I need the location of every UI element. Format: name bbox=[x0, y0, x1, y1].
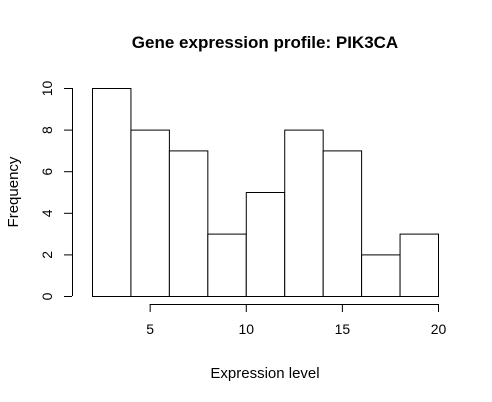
histogram-bar-7 bbox=[361, 254, 401, 297]
bars-group bbox=[92, 88, 439, 298]
y-axis-label: Frequency bbox=[5, 156, 22, 227]
histogram-bar-1 bbox=[130, 129, 170, 297]
x-axis: 5 10 15 20 bbox=[146, 304, 446, 337]
y-axis: 0 2 4 6 8 10 bbox=[39, 81, 73, 300]
histogram-bar-8 bbox=[399, 233, 439, 298]
histogram-bar-6 bbox=[322, 150, 363, 297]
histogram-bar-3 bbox=[207, 233, 247, 298]
y-tick-label: 8 bbox=[39, 126, 55, 134]
y-tick-label: 6 bbox=[39, 168, 55, 176]
histogram-bar-2 bbox=[168, 150, 209, 297]
x-tick-label: 20 bbox=[431, 321, 447, 337]
histogram-bar-5 bbox=[284, 129, 324, 297]
y-tick-label: 0 bbox=[39, 292, 55, 300]
x-tick-label: 5 bbox=[146, 321, 154, 337]
chart-title: Gene expression profile: PIK3CA bbox=[132, 33, 398, 52]
histogram-bar-4 bbox=[245, 192, 286, 297]
y-tick-label: 4 bbox=[39, 209, 55, 217]
x-axis-label: Expression level bbox=[210, 365, 319, 382]
x-tick-label: 15 bbox=[335, 321, 351, 337]
histogram-bar-0 bbox=[92, 88, 132, 297]
x-tick-label: 10 bbox=[238, 321, 254, 337]
y-tick-label: 10 bbox=[39, 81, 55, 97]
y-tick-label: 2 bbox=[39, 251, 55, 259]
